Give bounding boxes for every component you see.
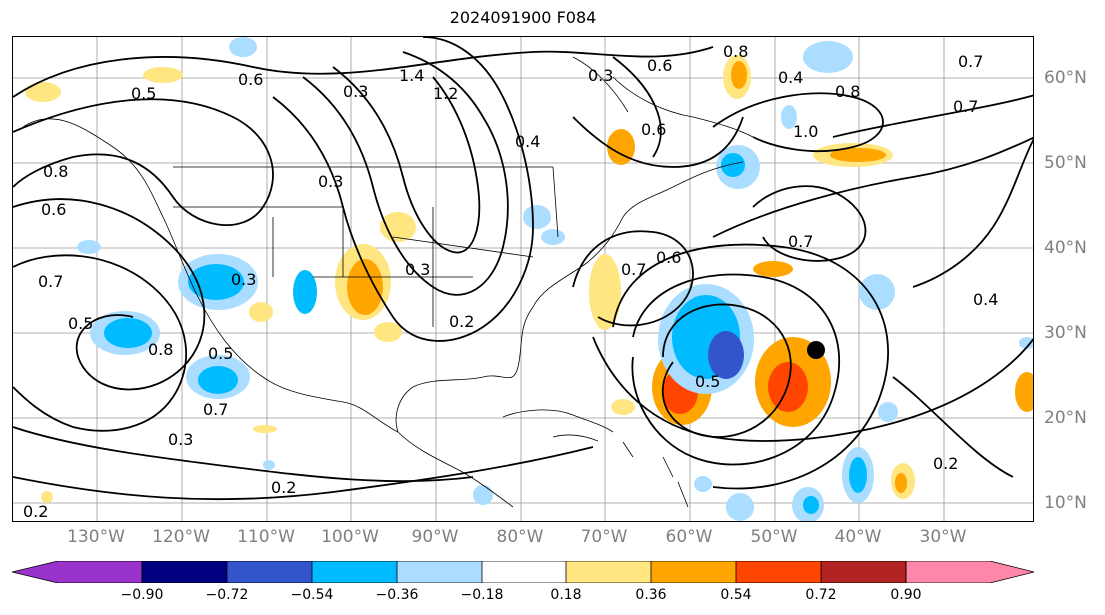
contour-label: 0.8 [43,162,68,181]
contour-label: 0.8 [835,82,860,101]
contour-label: 0.6 [647,56,672,75]
contour-label: 0.2 [449,312,474,331]
contour-lines [13,37,1033,501]
contour-label: 0.7 [953,97,978,116]
contour-label: 0.7 [38,272,63,291]
colorbar-segment [651,561,736,583]
anomaly-shading [25,37,1033,521]
map-panel: 0.5 0.6 0.8 0.6 0.7 0.5 0.8 0.3 0.5 0.7 … [12,36,1034,522]
contour-label: 0.6 [41,200,66,219]
contour-label: 0.5 [208,344,233,363]
contour-label: 0.8 [723,42,748,61]
contour-label: 0.3 [588,66,613,85]
contour-label: 0.2 [271,478,296,497]
coastlines [22,56,754,508]
colorbar-segment [227,561,312,583]
colorbar-segment [142,561,227,583]
colorbar-segment [482,561,566,583]
colorbar-segment [821,561,906,583]
lat-label: 40°N [1044,238,1087,258]
contour-label: 0.3 [231,270,256,289]
lon-label: 50°W [750,527,798,547]
contour-label: 0.7 [621,260,646,279]
lon-label: 30°W [919,527,967,547]
contour-label: 0.3 [318,172,343,191]
contour-label: 0.4 [515,132,540,151]
lat-label: 10°N [1044,493,1087,513]
contour-label: 0.3 [168,430,193,449]
map-canvas: 0.5 0.6 0.8 0.6 0.7 0.5 0.8 0.3 0.5 0.7 … [13,37,1033,521]
colorbar-tick-label: −0.36 [375,587,419,603]
contour-label: 0.7 [958,52,983,71]
contour-label: 0.5 [695,372,720,391]
contour-label: 0.8 [148,340,173,359]
colorbar [12,561,1035,583]
contour-label: 0.5 [68,314,93,333]
contour-label-layer: 0.5 0.6 0.8 0.6 0.7 0.5 0.8 0.3 0.5 0.7 … [23,42,998,521]
contour-label: 0.5 [131,84,156,103]
lon-label: 120°W [152,527,210,547]
contour-label: 0.7 [788,232,813,251]
lon-label: 40°W [834,527,882,547]
colorbar-segment [736,561,821,583]
lat-label: 60°N [1044,68,1087,88]
storm-center-marker [807,341,825,359]
contour-label: 0.3 [405,260,430,279]
colorbar-segment [312,561,397,583]
colorbar-segment [905,561,1035,583]
contour-label: 0.6 [238,70,263,89]
contour-label: 0.6 [656,248,681,267]
lon-label: 100°W [321,527,379,547]
colorbar-tick-label: −0.90 [120,587,164,603]
lat-label: 30°N [1044,323,1087,343]
colorbar-segment [566,561,651,583]
contour-label: 1.0 [793,122,818,141]
colorbar-tick-label: 0.36 [635,587,667,603]
colorbar-segment [397,561,482,583]
contour-label: 0.6 [641,120,666,139]
colorbar-tick-label: 0.54 [720,587,752,603]
colorbar-tick-label: 0.90 [890,587,922,603]
colorbar-tick-label: −0.72 [205,587,249,603]
contour-label: 0.4 [778,68,803,87]
contour-label: 0.4 [973,290,998,309]
lon-label: 80°W [496,527,544,547]
contour-label: 0.3 [343,82,368,101]
contour-label: 0.2 [23,502,48,521]
lat-label: 20°N [1044,408,1087,428]
lon-label: 110°W [237,527,295,547]
contour-label: 0.7 [203,400,228,419]
colorbar-tick-label: 0.18 [550,587,582,603]
colorbar-tick-label: −0.54 [290,587,334,603]
contour-label: 0.2 [933,454,958,473]
colorbar-segment [12,561,143,583]
lon-label: 70°W [580,527,628,547]
contour-label: 1.4 [399,66,424,85]
lon-label: 90°W [411,527,459,547]
lat-label: 50°N [1044,153,1087,173]
lon-label: 60°W [665,527,713,547]
colorbar-tick-label: 0.72 [805,587,837,603]
map-title: 2024091900 F084 [449,8,597,27]
lon-label: 130°W [67,527,125,547]
colorbar-tick-label: −0.18 [460,587,504,603]
contour-label: 1.2 [433,84,458,103]
